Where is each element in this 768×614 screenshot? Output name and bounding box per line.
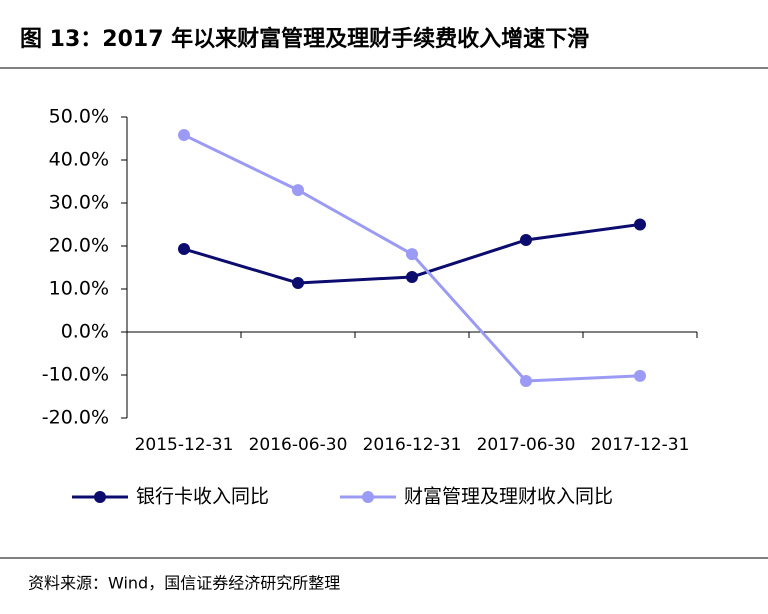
- source-note: 资料来源：Wind，国信证券经济研究所整理: [28, 574, 340, 593]
- legend-label: 银行卡收入同比: [136, 486, 269, 508]
- x-tick-label: 2016-12-31: [363, 435, 462, 455]
- x-tick-label: 2015-12-31: [135, 435, 234, 455]
- legend-marker: [362, 491, 374, 503]
- data-point: [406, 248, 418, 261]
- legend-marker: [94, 491, 106, 503]
- data-point: [520, 375, 532, 388]
- legend-label: 财富管理及理财收入同比: [404, 486, 613, 508]
- data-point: [292, 276, 304, 289]
- data-point: [520, 233, 532, 246]
- y-tick-label: 50.0%: [49, 106, 109, 128]
- y-tick-label: -10.0%: [42, 364, 109, 386]
- data-point: [178, 129, 190, 142]
- chart-title: 图 13：2017 年以来财富管理及理财手续费收入增速下滑: [20, 26, 589, 52]
- y-tick-label: 0.0%: [61, 321, 109, 343]
- data-point: [178, 243, 190, 256]
- data-point: [292, 184, 304, 197]
- y-tick-label: 40.0%: [49, 149, 109, 171]
- y-tick-label: 20.0%: [49, 235, 109, 257]
- data-point: [406, 270, 418, 283]
- y-tick-label: -20.0%: [42, 407, 109, 429]
- data-point: [634, 369, 646, 382]
- x-tick-label: 2016-06-30: [249, 435, 348, 455]
- y-tick-label: 30.0%: [49, 192, 109, 214]
- data-point: [634, 218, 646, 231]
- x-tick-label: 2017-12-31: [591, 435, 690, 455]
- x-tick-label: 2017-06-30: [477, 435, 576, 455]
- y-tick-label: 10.0%: [49, 278, 109, 300]
